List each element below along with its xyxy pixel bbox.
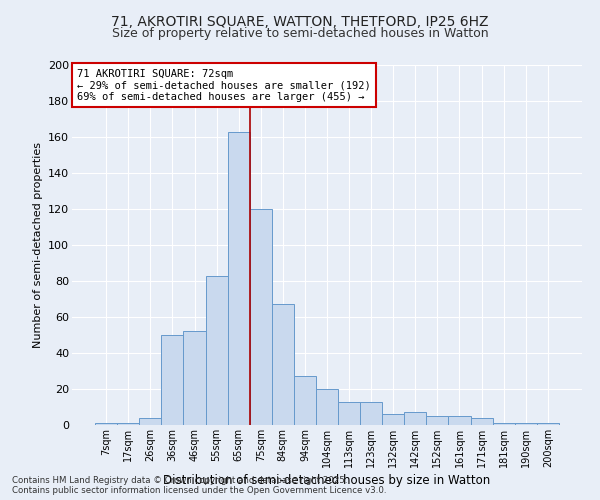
- Bar: [184, 332, 206, 425]
- X-axis label: Distribution of semi-detached houses by size in Watton: Distribution of semi-detached houses by …: [163, 474, 491, 487]
- Text: 71, AKROTIRI SQUARE, WATTON, THETFORD, IP25 6HZ: 71, AKROTIRI SQUARE, WATTON, THETFORD, I…: [111, 15, 489, 29]
- Text: Contains HM Land Registry data © Crown copyright and database right 2025.
Contai: Contains HM Land Registry data © Crown c…: [12, 476, 386, 495]
- Bar: [95, 423, 117, 425]
- Bar: [427, 416, 448, 425]
- Bar: [470, 418, 493, 425]
- Bar: [272, 304, 294, 425]
- Bar: [139, 418, 161, 425]
- Bar: [360, 402, 382, 425]
- Bar: [294, 376, 316, 425]
- Y-axis label: Number of semi-detached properties: Number of semi-detached properties: [32, 142, 43, 348]
- Bar: [537, 423, 559, 425]
- Text: Size of property relative to semi-detached houses in Watton: Size of property relative to semi-detach…: [112, 28, 488, 40]
- Bar: [404, 412, 427, 425]
- Bar: [338, 402, 360, 425]
- Bar: [448, 416, 470, 425]
- Text: 71 AKROTIRI SQUARE: 72sqm
← 29% of semi-detached houses are smaller (192)
69% of: 71 AKROTIRI SQUARE: 72sqm ← 29% of semi-…: [77, 68, 371, 102]
- Bar: [161, 335, 184, 425]
- Bar: [250, 209, 272, 425]
- Bar: [316, 389, 338, 425]
- Bar: [493, 423, 515, 425]
- Bar: [206, 276, 227, 425]
- Bar: [227, 132, 250, 425]
- Bar: [382, 414, 404, 425]
- Bar: [515, 423, 537, 425]
- Bar: [117, 423, 139, 425]
